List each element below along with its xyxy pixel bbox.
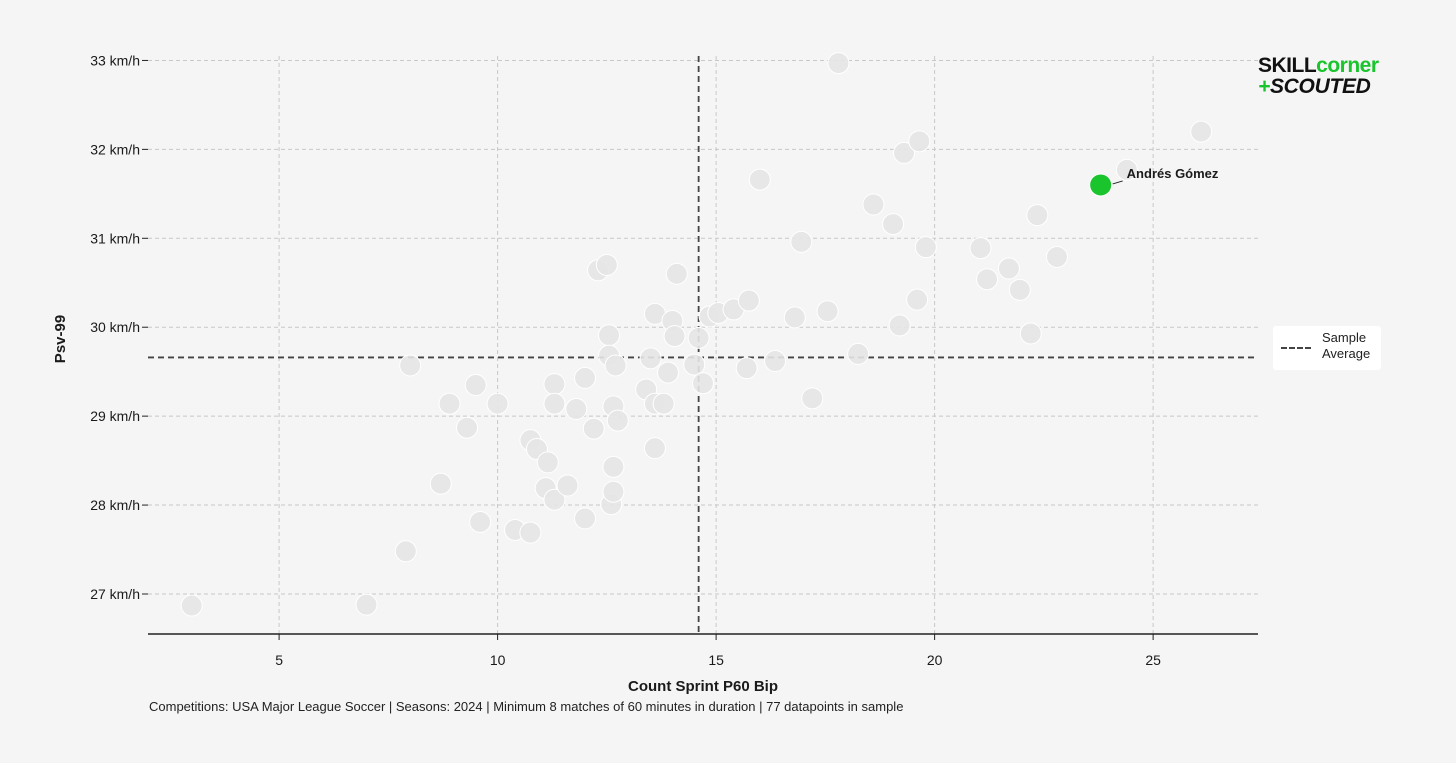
highlighted-player-label: Andrés Gómez [1127,166,1219,181]
highlight-label-connector [1112,180,1123,185]
y-tick-label: 28 km/h [90,497,140,513]
data-point [969,237,992,260]
data-point [827,52,850,75]
data-point [355,593,378,616]
data-point [801,387,824,410]
data-point [574,366,597,389]
data-point [565,398,588,421]
data-point [783,306,806,329]
data-point [606,409,629,432]
y-tick-label: 30 km/h [90,319,140,335]
data-point [643,437,666,460]
data-point [536,451,559,474]
y-tick-label: 32 km/h [90,141,140,157]
data-point [602,455,625,478]
data-point [816,300,839,323]
data-point [663,325,686,348]
data-point [598,324,621,347]
data-point [997,257,1020,280]
data-point [914,236,937,259]
data-point [908,130,931,153]
data-point [1190,120,1213,143]
data-point [438,392,461,415]
legend-label: Sample Average [1322,330,1371,361]
data-point [543,373,566,396]
data-point [1045,245,1068,268]
data-point [737,289,760,312]
data-point [1008,278,1031,301]
data-point [652,392,675,415]
legend-dashed-line-icon [1281,347,1311,349]
data-point [1026,204,1049,227]
data-point [692,372,714,395]
axes: 5 10 15 20 25 27 km/h 28 km/h 29 km/h 30 km/h 31 … [90,52,1258,668]
x-tick-label: 10 [490,652,506,668]
chart-caption: Competitions: USA Major League Soccer | … [149,699,904,714]
data-point [882,213,905,236]
data-point [180,594,203,617]
data-point [847,342,870,365]
data-point [582,417,605,440]
data-point [469,510,492,533]
data-point [604,354,627,377]
data-point [464,374,487,397]
logo-scouted-text: SCOUTED [1269,75,1371,98]
y-axis-label: Psv-99 [52,315,69,363]
sample-average-lines [148,56,1258,634]
data-point [519,521,542,544]
logo-skill-text: SKILL [1258,54,1317,77]
data-point [862,193,885,216]
data-point [486,392,509,415]
data-point [394,540,417,563]
logo-corner-text: corner [1316,54,1379,77]
data-point [683,353,706,376]
data-point [687,326,710,349]
data-point [893,141,916,164]
grid-lines [148,56,1258,634]
data-point [456,416,479,439]
data-point [1115,158,1138,181]
y-tick-label: 31 km/h [90,230,140,246]
data-point [543,392,566,415]
logo-plus-text: + [1258,75,1270,98]
skillcorner-scouted-logo: SKILLcorner +SCOUTED [1258,54,1398,98]
y-tick-label: 27 km/h [90,586,140,602]
data-point [1019,322,1042,345]
x-axis-label: Count Sprint P60 Bip [628,678,778,695]
data-point [429,472,452,495]
data-point [764,350,787,373]
data-point [735,357,758,380]
data-point [399,354,422,377]
x-tick-label: 25 [1145,652,1161,668]
data-point [639,347,662,370]
data-point [657,361,680,384]
y-tick-label: 33 km/h [90,52,140,68]
x-tick-label: 15 [708,652,724,668]
data-point [748,168,771,191]
data-point [906,288,929,311]
x-tick-label: 20 [927,652,943,668]
highlighted-player-point [1089,173,1113,197]
chart-legend: Sample Average [1273,326,1381,370]
data-points: Andrés Gómez [180,52,1219,617]
data-point [602,480,625,503]
data-point [665,262,688,285]
data-point [888,314,911,337]
data-point [556,474,579,497]
data-point [595,253,618,276]
y-tick-label: 29 km/h [90,408,140,424]
data-point [543,488,566,511]
x-tick-label: 5 [275,652,283,668]
data-point [790,230,813,253]
data-point [574,507,597,530]
data-point [976,268,999,291]
